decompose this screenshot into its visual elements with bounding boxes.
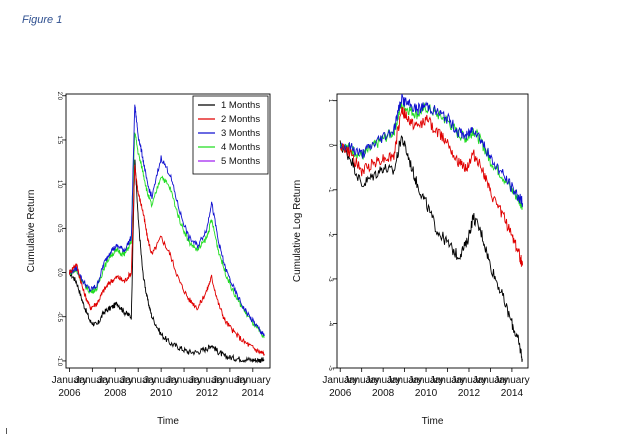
x-tick-label-year: 2010 bbox=[415, 388, 438, 399]
plot-frame bbox=[337, 94, 528, 368]
series-line-4-months bbox=[340, 101, 522, 210]
legend: 1 Months 2 Months 3 Months 4 Months 5 Months bbox=[193, 96, 268, 174]
chart-panel-cumulative-return: -1.0-0.50.00.51.01.52.0January2006Januar… bbox=[26, 92, 271, 427]
y-axis-title: Cumulative Log Return bbox=[292, 180, 303, 282]
x-axis-title: Time bbox=[157, 416, 179, 427]
x-tick-label-year: 2008 bbox=[104, 388, 127, 399]
figure-canvas: -1.0 -0.5 0.0 0.5 1.0 1.5 2.0 January 2006 Januar… bbox=[0, 0, 643, 434]
x-tick-label-year: 2014 bbox=[501, 388, 524, 399]
legend-label: 4 Months bbox=[221, 142, 260, 153]
x-tick-label-year: 2006 bbox=[58, 388, 81, 399]
y-tick-label: -0.5 bbox=[56, 312, 62, 323]
y-tick-label: 1.5 bbox=[56, 136, 62, 145]
y-tick-label: -4 bbox=[327, 321, 333, 327]
edge-mark bbox=[6, 428, 7, 434]
y-tick-label: -5 bbox=[327, 365, 333, 371]
y-tick-label: 0 bbox=[327, 144, 333, 148]
y-tick-label: 0.5 bbox=[56, 224, 62, 233]
series-line-1-months bbox=[340, 136, 522, 362]
x-tick-label-year: 2010 bbox=[150, 388, 173, 399]
series-line-2-months bbox=[340, 107, 522, 267]
y-tick-label: -1 bbox=[327, 187, 333, 193]
x-tick-label-year: 2006 bbox=[329, 388, 352, 399]
y-tick-label: -1.0 bbox=[56, 356, 62, 367]
x-axis-title: Time bbox=[422, 416, 444, 427]
legend-label: 1 Months bbox=[221, 100, 260, 111]
y-tick-label: 1 bbox=[327, 99, 333, 103]
legend-label: 5 Months bbox=[221, 156, 260, 167]
y-tick-label: -3 bbox=[327, 276, 333, 282]
y-axis-title: Cumulative Return bbox=[26, 190, 37, 273]
y-tick-label: 2.0 bbox=[56, 92, 62, 101]
x-tick-label-year: 2014 bbox=[242, 388, 265, 399]
x-tick-label-year: 2012 bbox=[196, 388, 219, 399]
chart-panel-cumulative-log-return: -5-4-3-2-101January2006JanuaryJanuary200… bbox=[292, 93, 530, 427]
y-tick-label: 0.0 bbox=[56, 268, 62, 277]
x-tick-label: January bbox=[235, 375, 271, 386]
series-line-2-months bbox=[69, 165, 264, 356]
x-tick-label-year: 2012 bbox=[458, 388, 481, 399]
x-tick-label: January bbox=[494, 375, 530, 386]
legend-label: 3 Months bbox=[221, 128, 260, 139]
legend-label: 2 Months bbox=[221, 114, 260, 125]
y-tick-label: -2 bbox=[327, 232, 333, 238]
y-tick-label: 1.0 bbox=[56, 180, 62, 189]
x-tick-label-year: 2008 bbox=[372, 388, 395, 399]
